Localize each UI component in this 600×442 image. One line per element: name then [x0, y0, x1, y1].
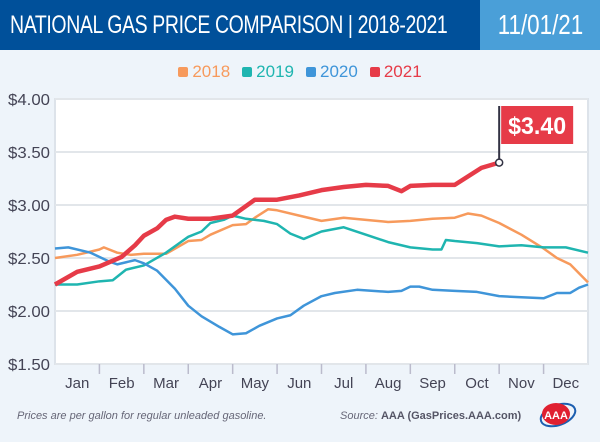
x-tick-label: Apr: [199, 375, 222, 392]
source-label: Source:: [340, 410, 378, 422]
footnote: Prices are per gallon for regular unlead…: [17, 410, 267, 422]
x-tick-label: Feb: [109, 375, 135, 392]
legend-label: 2018: [192, 62, 231, 81]
y-tick-label: $1.50: [8, 357, 50, 374]
legend-item-2019: 2019: [242, 62, 294, 82]
legend-swatch: [369, 67, 380, 77]
series-line-2018: [54, 207, 589, 284]
date-badge: 11/01/21: [480, 0, 600, 50]
x-tick-label: Mar: [153, 375, 179, 392]
x-tick-label: Nov: [508, 375, 535, 392]
x-tick-label: Jun: [287, 375, 311, 392]
callout-point: [494, 158, 504, 167]
x-tick-label: May: [241, 375, 270, 392]
source-value: AAA (GasPrices.AAA.com): [380, 410, 522, 422]
legend-item-2020: 2020: [306, 62, 358, 82]
y-tick-label: $3.00: [8, 198, 50, 215]
legend: 2018 2019 2020 2021: [0, 62, 600, 82]
legend-label: 2019: [256, 62, 294, 81]
callout-label: $3.40: [508, 113, 566, 140]
legend-item-2018: 2018: [178, 62, 230, 82]
y-tick-label: $3.50: [8, 145, 50, 162]
y-tick-label: $2.00: [8, 304, 50, 321]
x-tick-label: Jan: [65, 375, 89, 392]
y-tick-label: $2.50: [8, 251, 50, 268]
legend-label: 2021: [383, 62, 422, 81]
source: Source: AAA (GasPrices.AAA.com): [340, 410, 521, 422]
chart-title: NATIONAL GAS PRICE COMPARISON | 2018-202…: [0, 0, 480, 50]
legend-item-2021: 2021: [369, 62, 422, 82]
legend-swatch: [178, 67, 189, 77]
series-line-2020: [54, 246, 589, 336]
y-tick-label: $4.00: [8, 92, 50, 109]
series-line-2021: [53, 160, 500, 287]
series-line-2019: [55, 214, 589, 286]
x-tick-label: Sep: [419, 375, 446, 392]
callout-flag: [501, 106, 574, 144]
legend-label: 2020: [320, 62, 358, 81]
x-tick-label: Dec: [552, 375, 579, 392]
x-tick-label: Aug: [375, 375, 402, 392]
x-tick-label: Oct: [465, 375, 489, 392]
x-tick-label: Jul: [334, 375, 353, 392]
legend-swatch: [306, 67, 316, 77]
legend-swatch: [242, 67, 253, 77]
